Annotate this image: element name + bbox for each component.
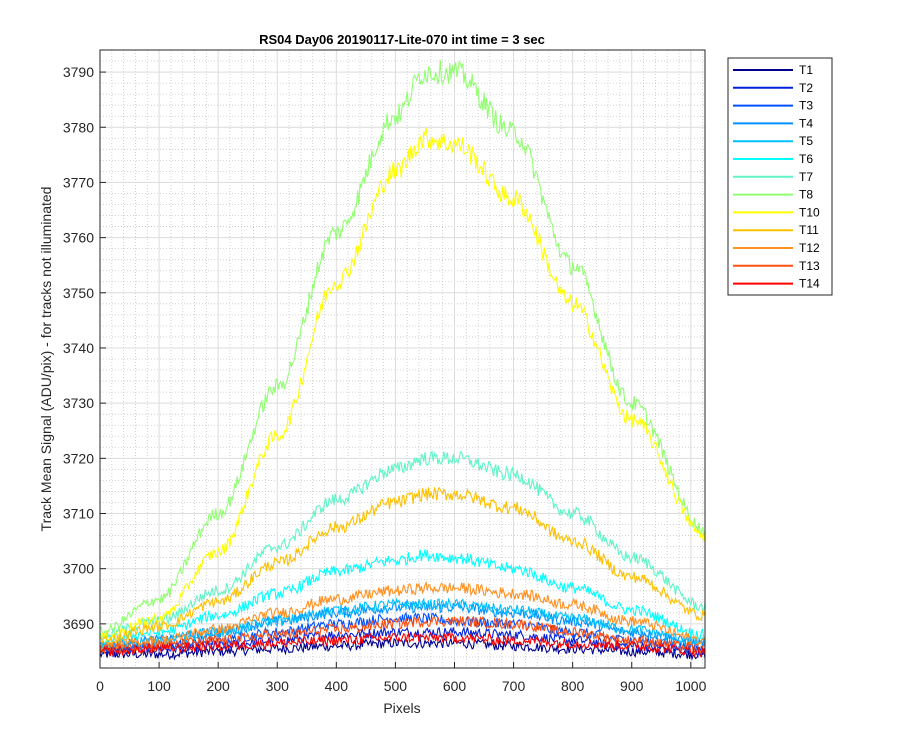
- legend-label-t8: T8: [799, 188, 813, 202]
- x-tick-label: 700: [502, 678, 526, 694]
- y-tick-label: 3700: [63, 561, 94, 577]
- legend-label-t12: T12: [799, 241, 820, 255]
- y-tick-label: 3790: [63, 64, 94, 80]
- x-tick-label: 800: [561, 678, 585, 694]
- y-tick-label: 3690: [63, 616, 94, 632]
- axis-ticks: 3690 3700 3710 3720 3730 3740 3750 3760 3770 3780…: [63, 64, 707, 694]
- legend-label-t10: T10: [799, 205, 820, 219]
- x-tick-label: 300: [266, 678, 290, 694]
- legend-label-t5: T5: [799, 134, 813, 148]
- legend-label-t13: T13: [799, 259, 820, 273]
- x-tick-label: 400: [325, 678, 349, 694]
- y-tick-label: 3720: [63, 450, 94, 466]
- x-axis-label: Pixels: [383, 700, 420, 716]
- series-layer: [99, 59, 706, 661]
- series-line-t1: [99, 636, 706, 661]
- series-line-t5: [99, 597, 706, 651]
- x-tick-label: 0: [96, 678, 104, 694]
- plot-box: [99, 49, 706, 669]
- y-tick-label: 3770: [63, 174, 94, 190]
- series-line-t8: [99, 59, 706, 637]
- series-line-t14: [99, 630, 706, 658]
- legend: T1 T2 T3 T4 T5 T6 T7 T8 T10 T11 T12 T13 T14: [727, 57, 833, 296]
- x-tick-label: 100: [147, 678, 171, 694]
- y-tick-label: 3760: [63, 230, 94, 246]
- legend-label-t11: T11: [799, 223, 819, 237]
- x-tick-label: 500: [384, 678, 408, 694]
- legend-label-t2: T2: [799, 81, 813, 95]
- y-tick-label: 3780: [63, 119, 94, 135]
- y-tick-label: 3750: [63, 285, 94, 301]
- x-tick-label: 900: [620, 678, 644, 694]
- y-tick-label: 3730: [63, 395, 94, 411]
- x-tick-label: 600: [443, 678, 467, 694]
- series-line-t11: [99, 486, 706, 647]
- legend-label-t14: T14: [799, 277, 820, 291]
- chart-title: RS04 Day06 20190117-Lite-070 int time = …: [259, 32, 545, 47]
- series-line-t6: [99, 549, 706, 645]
- legend-label-t1: T1: [799, 63, 813, 77]
- x-tick-label: 1000: [675, 678, 706, 694]
- legend-label-t6: T6: [799, 152, 813, 166]
- series-line-t13: [99, 615, 706, 655]
- y-tick-label: 3710: [63, 506, 94, 522]
- y-tick-label: 3740: [63, 340, 94, 356]
- series-line-t7: [99, 450, 706, 639]
- legend-label-t7: T7: [799, 170, 813, 184]
- series-line-t10: [99, 127, 706, 644]
- legend-label-t4: T4: [799, 116, 813, 130]
- y-axis-label: Track Mean Signal (ADU/pix) - for tracks…: [38, 187, 54, 532]
- x-tick-label: 200: [206, 678, 230, 694]
- series-line-t12: [99, 580, 706, 653]
- legend-label-t3: T3: [799, 99, 813, 113]
